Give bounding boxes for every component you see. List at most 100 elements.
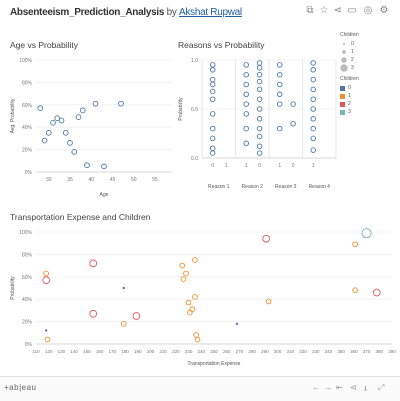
data-point bbox=[194, 336, 201, 343]
data-point bbox=[92, 100, 99, 107]
color-legend-item[interactable]: 3 bbox=[340, 108, 398, 116]
data-point bbox=[41, 137, 48, 144]
author-link[interactable]: Akshat Rupwal bbox=[179, 7, 242, 18]
data-point bbox=[37, 105, 44, 112]
x-tick-label: 55 bbox=[152, 177, 158, 183]
data-point bbox=[67, 140, 73, 146]
x-tick-label: 330 bbox=[312, 349, 320, 354]
data-point bbox=[256, 71, 263, 78]
by-text: by bbox=[166, 7, 177, 18]
facet-label: Reason 2 bbox=[242, 184, 264, 190]
data-point bbox=[122, 286, 125, 290]
download-icon[interactable]: ▭ bbox=[347, 5, 357, 16]
fullscreen-icon[interactable]: ⤢ bbox=[378, 383, 385, 392]
x-tick-label: 300 bbox=[274, 349, 282, 354]
size-circle-icon bbox=[340, 64, 348, 72]
x-tick-label: 320 bbox=[299, 349, 307, 354]
y-tick-label: 0.5 bbox=[191, 107, 198, 113]
share-icon[interactable]: ⧉ bbox=[306, 5, 314, 16]
data-point bbox=[183, 270, 189, 277]
link-icon[interactable]: ⋖ bbox=[333, 5, 343, 16]
y-tick-label: 0% bbox=[25, 170, 33, 176]
data-point bbox=[276, 125, 283, 132]
data-point bbox=[209, 88, 216, 95]
x-tick-label: 160 bbox=[96, 349, 104, 354]
x-tick-label: 310 bbox=[287, 349, 295, 354]
color-legend-label: 1 bbox=[348, 93, 351, 99]
x-tick-label: 1 bbox=[312, 163, 315, 169]
data-point bbox=[42, 276, 51, 285]
data-point bbox=[310, 67, 316, 73]
x-tick-label: 110 bbox=[32, 349, 40, 354]
x-axis-label: Age bbox=[100, 192, 109, 198]
data-point bbox=[243, 125, 249, 132]
data-point bbox=[243, 140, 249, 147]
undo-icon[interactable]: ← bbox=[312, 383, 320, 392]
x-tick-label: 35 bbox=[67, 177, 73, 183]
x-tick-label: 30 bbox=[46, 177, 52, 183]
data-point bbox=[62, 129, 69, 136]
color-legend-item[interactable]: 2 bbox=[340, 100, 398, 108]
data-point bbox=[243, 81, 249, 88]
x-tick-label: 45 bbox=[110, 177, 116, 183]
download-icon[interactable]: ⭳ bbox=[364, 384, 367, 393]
color-legend-item[interactable]: 1 bbox=[340, 92, 398, 100]
size-legend-title: Children bbox=[340, 32, 359, 38]
data-point bbox=[209, 67, 216, 73]
y-tick-label: 40% bbox=[22, 297, 33, 303]
data-point bbox=[276, 81, 283, 88]
age-vs-probability-chart[interactable]: 0% 20% 40% 60% 80% 100% 30 35 40 45 50 55 Age Avg. Pr… bbox=[0, 52, 180, 202]
y-tick-label: 40% bbox=[22, 125, 33, 131]
y-tick-label: 100% bbox=[19, 58, 32, 64]
size-legend-label: 3 bbox=[351, 65, 354, 71]
data-point bbox=[243, 111, 249, 117]
redo-icon[interactable]: → bbox=[324, 383, 332, 392]
data-point bbox=[256, 106, 263, 112]
data-point bbox=[45, 129, 52, 136]
tableau-logo[interactable]: +ab|eau bbox=[4, 383, 37, 392]
x-tick-label: 290 bbox=[261, 349, 269, 354]
fullscreen-icon[interactable]: ◎ bbox=[363, 5, 373, 16]
title-text: Absenteeism_Prediction_Analysis bbox=[10, 7, 165, 18]
data-point bbox=[256, 116, 263, 122]
size-legend-item: 2 bbox=[340, 56, 398, 64]
x-tick-label: 140 bbox=[70, 349, 78, 354]
x-tick-label: 390 bbox=[388, 349, 396, 354]
color-legend-item[interactable]: 0 bbox=[340, 84, 398, 92]
x-tick-label: 0 bbox=[211, 163, 214, 169]
reasons-vs-probability-chart[interactable]: 0.0 0.5 1.0 Probability 0 1 Reason 1 1 0 Reason 2… bbox=[172, 52, 340, 202]
x-tick-label: 0 bbox=[258, 163, 261, 169]
data-point bbox=[180, 276, 187, 282]
data-point bbox=[44, 336, 51, 343]
data-point bbox=[209, 125, 216, 132]
data-point bbox=[310, 96, 316, 102]
x-tick-label: 120 bbox=[45, 349, 53, 354]
data-point bbox=[209, 145, 216, 151]
revert-icon[interactable]: ⇤ bbox=[336, 383, 343, 392]
data-point bbox=[192, 257, 198, 263]
color-swatch bbox=[340, 85, 345, 91]
tableau-footer: +ab|eau ← → ⇤ ⊲ ⭳ ⤢ bbox=[0, 376, 400, 401]
panel-title-transport: Transportation Expense and Children bbox=[10, 212, 151, 222]
data-point bbox=[310, 60, 316, 66]
share-icon[interactable]: ⊲ bbox=[350, 383, 357, 392]
info-icon[interactable]: ⚙ bbox=[379, 5, 389, 16]
color-legend-label: 0 bbox=[348, 85, 351, 91]
star-icon[interactable]: ☆ bbox=[319, 5, 329, 16]
x-tick-label: 370 bbox=[363, 349, 371, 354]
transport-expense-chart[interactable]: 0% 20% 40% 60% 80% 100% 110 120 130 140 150 160 170 1… bbox=[0, 222, 400, 374]
size-legend-item: 0 bbox=[340, 40, 398, 48]
size-legend-item: 3 bbox=[340, 64, 398, 72]
panel-title-reasons: Reasons vs Probability bbox=[178, 40, 265, 50]
data-point bbox=[256, 125, 263, 132]
data-point bbox=[310, 86, 316, 93]
data-point bbox=[352, 241, 358, 248]
color-swatch bbox=[340, 93, 345, 99]
x-tick-label: 200 bbox=[147, 349, 155, 354]
data-point bbox=[256, 78, 263, 85]
x-tick-label: 1 bbox=[278, 163, 281, 169]
x-tick-label: 270 bbox=[236, 349, 244, 354]
data-point bbox=[185, 299, 192, 306]
y-tick-label: 0.0 bbox=[191, 156, 198, 162]
x-tick-label: 250 bbox=[210, 349, 218, 354]
